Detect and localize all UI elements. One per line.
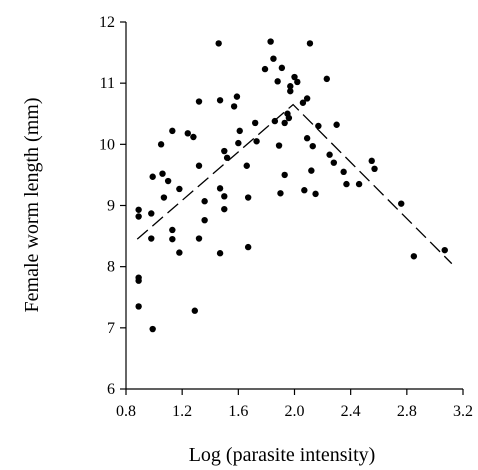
data-point [368, 157, 375, 165]
y-tick-label: 7 [107, 320, 115, 337]
data-point [176, 249, 183, 256]
data-point [190, 133, 197, 141]
data-point [169, 127, 176, 135]
data-point [235, 139, 242, 147]
data-point [135, 213, 142, 220]
data-point [287, 87, 294, 95]
y-ticks: 6 7 8 9 10 11 12 [99, 14, 126, 398]
x-tick-label: 2.8 [397, 403, 417, 420]
x-tick-label: 0.8 [116, 403, 136, 420]
y-tick-label: 9 [107, 198, 115, 215]
data-point [355, 180, 363, 188]
fitted-dashed-line [136, 103, 453, 265]
data-point [195, 98, 203, 105]
data-point [275, 142, 283, 149]
data-point [191, 307, 199, 314]
data-point [149, 325, 156, 333]
data-point [281, 119, 288, 127]
data-point [149, 173, 156, 180]
data-point [233, 93, 241, 100]
data-point [176, 185, 183, 193]
axes: 6 7 8 9 10 11 12 0.8 1.2 1.6 2.0 2.4 2.8 3.2 [99, 14, 473, 420]
data-point [308, 167, 315, 174]
data-point [148, 210, 155, 217]
data-point [164, 177, 172, 185]
data-point [303, 135, 311, 142]
data-point [398, 200, 405, 207]
data-point [216, 185, 224, 192]
data-point [274, 78, 281, 85]
data-point [244, 243, 252, 251]
y-tick-label: 10 [99, 136, 115, 153]
data-point [323, 75, 330, 83]
data-point [301, 187, 308, 194]
data-point [270, 55, 277, 62]
data-point [281, 171, 288, 179]
data-point [157, 141, 165, 148]
data-point [243, 162, 250, 169]
data-point [230, 103, 238, 110]
data-point [285, 114, 293, 122]
x-tick-label: 2.0 [285, 403, 305, 420]
data-point [184, 130, 191, 137]
data-point [326, 151, 333, 158]
data-point [315, 122, 322, 130]
data-point [371, 165, 378, 172]
data-point [195, 162, 203, 169]
x-tick-label: 1.2 [172, 403, 192, 420]
data-point [312, 190, 319, 198]
data-point [309, 142, 316, 150]
data-point [135, 206, 142, 213]
x-ticks: 0.8 1.2 1.6 2.0 2.4 2.8 3.2 [116, 389, 473, 420]
x-tick-label: 3.2 [453, 403, 473, 420]
data-point [236, 127, 243, 135]
data-point [253, 138, 260, 145]
data-point [221, 193, 228, 200]
data-point [169, 235, 176, 243]
data-point [299, 99, 307, 106]
data-point [169, 226, 176, 234]
data-point [340, 168, 347, 176]
data-point [343, 180, 350, 188]
data-point [441, 246, 448, 254]
x-axis-title: Log (parasite intensity) [189, 444, 376, 466]
data-point [215, 40, 222, 47]
data-point [291, 73, 298, 81]
data-point [221, 205, 228, 213]
data-point [216, 250, 224, 257]
data-point [306, 40, 314, 47]
y-tick-label: 8 [107, 259, 115, 276]
data-point [195, 235, 203, 242]
data-point [277, 190, 284, 197]
data-point [135, 303, 142, 310]
x-tick-label: 2.4 [341, 403, 361, 420]
data-point [201, 216, 208, 224]
data-point [410, 253, 418, 260]
data-point [333, 121, 340, 128]
data-point [330, 159, 338, 166]
data-point [267, 38, 274, 45]
data-point [221, 147, 228, 155]
data-point [201, 198, 208, 205]
data-point [251, 119, 259, 127]
data-point [303, 95, 311, 102]
y-tick-label: 11 [100, 75, 115, 92]
data-point [216, 97, 224, 104]
y-axis-title: Female worm length (mm) [21, 98, 43, 313]
data-point [135, 277, 142, 284]
data-point [261, 65, 269, 73]
data-point [244, 194, 252, 201]
data-point [287, 83, 294, 90]
data-point [294, 78, 301, 86]
y-tick-label: 12 [99, 14, 115, 31]
y-tick-label: 6 [107, 381, 115, 398]
data-point [278, 64, 286, 72]
data-point [148, 235, 155, 242]
data-point [160, 194, 168, 201]
data-marks [135, 38, 453, 333]
x-tick-label: 1.6 [228, 403, 248, 420]
data-point [159, 170, 166, 177]
